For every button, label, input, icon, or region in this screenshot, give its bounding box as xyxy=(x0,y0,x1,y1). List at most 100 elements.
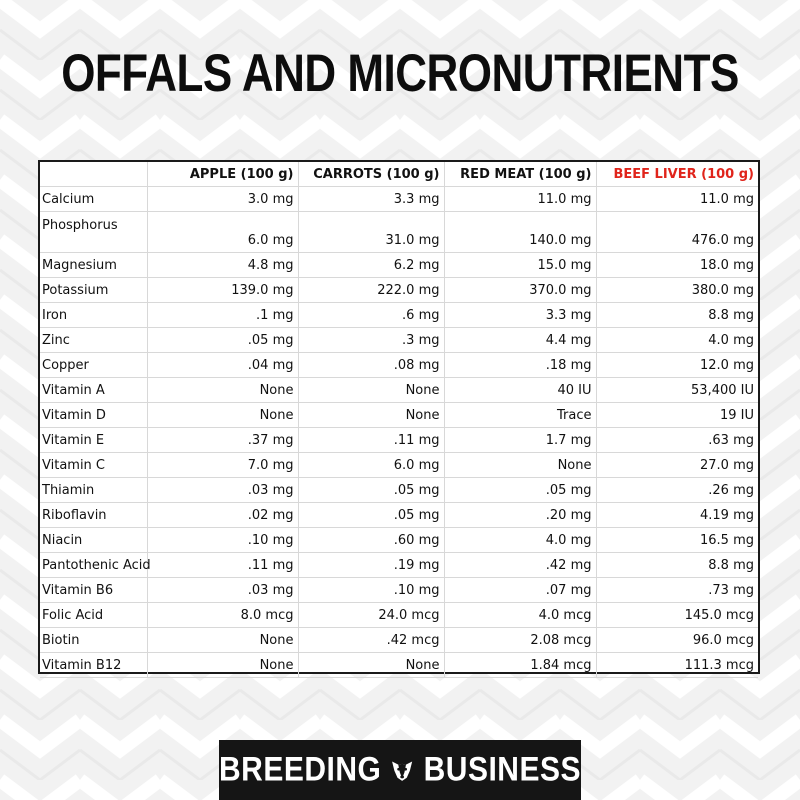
brand-logo-banner: BREEDING BUSINESS xyxy=(219,740,581,800)
nutrient-value-cell: None xyxy=(147,627,299,653)
table-row: Biotin None .42 mcg 2.08 mcg 96.0 mcg xyxy=(40,627,758,653)
nutrient-value-cell: None xyxy=(298,402,445,428)
nutrient-value-cell: 4.19 mg xyxy=(596,502,758,528)
nutrient-value-cell: 19 IU xyxy=(596,402,758,428)
table-row: Vitamin E .37 mg .11 mg 1.7 mg .63 mg xyxy=(40,427,758,453)
nutrient-value-cell: 4.0 mcg xyxy=(444,602,597,628)
nutrient-label: Potassium xyxy=(40,277,148,303)
nutrient-value-cell: .60 mg xyxy=(298,527,445,553)
nutrient-value-cell: 8.8 mg xyxy=(596,552,758,578)
nutrient-value-cell: 3.3 mg xyxy=(298,186,445,212)
nutrient-value-cell: None xyxy=(298,652,445,678)
nutrient-value-cell: .18 mg xyxy=(444,352,597,378)
nutrient-value-cell: 111.3 mcg xyxy=(596,652,758,678)
nutrient-value-cell: .37 mg xyxy=(147,427,299,453)
nutrient-value-cell: 7.0 mg xyxy=(147,452,299,478)
nutrient-value-cell: .3 mg xyxy=(298,327,445,353)
nutrient-value-cell: 3.3 mg xyxy=(444,302,597,328)
nutrient-value-cell: 380.0 mg xyxy=(596,277,758,303)
table-row: Copper .04 mg .08 mg .18 mg 12.0 mg xyxy=(40,352,758,378)
table-row: Potassium 139.0 mg 222.0 mg 370.0 mg 380.0 m… xyxy=(40,277,758,303)
nutrient-label: Iron xyxy=(40,302,148,328)
nutrient-value-cell: 15.0 mg xyxy=(444,252,597,278)
nutrient-label: Phosphorus xyxy=(40,211,148,253)
table-row: Vitamin B6.03 mg .10 mg .07 mg .73 mg xyxy=(40,577,758,603)
nutrient-value-cell: .05 mg xyxy=(298,502,445,528)
nutrient-value-cell: .19 mg xyxy=(298,552,445,578)
brand-word-breeding: BREEDING xyxy=(219,750,382,789)
nutrient-label: Vitamin A xyxy=(40,377,148,403)
header-apple: APPLE (100 g) xyxy=(147,162,299,187)
dog-head-icon xyxy=(392,761,413,781)
table-row: Vitamin C 7.0 mg 6.0 mg None 27.0 mg xyxy=(40,452,758,478)
nutrient-table: APPLE (100 g) CARROTS (100 g) RED MEAT (… xyxy=(40,162,758,678)
nutrient-value-cell: .04 mg xyxy=(147,352,299,378)
nutrient-label: Niacin xyxy=(40,527,148,553)
table-row: Riboflavin .02 mg .05 mg .20 mg 4.19 mg xyxy=(40,502,758,528)
table-row: Pantothenic Acid .11 mg .19 mg .42 mg 8.8 mg xyxy=(40,552,758,578)
nutrient-label: Vitamin B6 xyxy=(40,577,148,603)
nutrient-value-cell: 6.0 mg xyxy=(147,211,299,253)
nutrient-value-cell: 6.0 mg xyxy=(298,452,445,478)
nutrient-value-cell: 8.0 mcg xyxy=(147,602,299,628)
nutrient-value-cell: 12.0 mg xyxy=(596,352,758,378)
nutrient-value-cell: .63 mg xyxy=(596,427,758,453)
nutrient-value-cell: .20 mg xyxy=(444,502,597,528)
nutrient-value-cell: 27.0 mg xyxy=(596,452,758,478)
nutrient-value-cell: 2.08 mcg xyxy=(444,627,597,653)
nutrient-value-cell: .02 mg xyxy=(147,502,299,528)
table-row: Niacin .10 mg .60 mg 4.0 mg 16.5 mg xyxy=(40,527,758,553)
nutrient-label: Folic Acid xyxy=(40,602,148,628)
nutrient-label: Magnesium xyxy=(40,252,148,278)
nutrient-value-cell: 370.0 mg xyxy=(444,277,597,303)
header-red-meat: RED MEAT (100 g) xyxy=(444,162,597,187)
nutrient-value-cell: 18.0 mg xyxy=(596,252,758,278)
nutrient-value-cell: None xyxy=(147,402,299,428)
nutrient-value-cell: .10 mg xyxy=(298,577,445,603)
nutrient-value-cell: .11 mg xyxy=(147,552,299,578)
nutrient-value-cell: .03 mg xyxy=(147,477,299,503)
nutrient-value-cell: None xyxy=(444,452,597,478)
nutrient-value-cell: .1 mg xyxy=(147,302,299,328)
nutrient-label: Vitamin E xyxy=(40,427,148,453)
nutrient-label: Vitamin C xyxy=(40,452,148,478)
nutrient-value-cell: 1.84 mcg xyxy=(444,652,597,678)
nutrient-label: Copper xyxy=(40,352,148,378)
table-row: Zinc .05 mg .3 mg 4.4 mg 4.0 mg xyxy=(40,327,758,353)
nutrient-value-cell: 222.0 mg xyxy=(298,277,445,303)
nutrient-label: Vitamin D xyxy=(40,402,148,428)
nutrient-value-cell: Trace xyxy=(444,402,597,428)
nutrient-value-cell: 53,400 IU xyxy=(596,377,758,403)
nutrient-value-cell: 140.0 mg xyxy=(444,211,597,253)
nutrient-value-cell: 139.0 mg xyxy=(147,277,299,303)
nutrient-value-cell: 24.0 mcg xyxy=(298,602,445,628)
nutrient-value-cell: .05 mg xyxy=(298,477,445,503)
nutrient-value-cell: 4.4 mg xyxy=(444,327,597,353)
table-row: Iron .1 mg .6 mg 3.3 mg 8.8 mg xyxy=(40,302,758,328)
nutrient-value-cell: .73 mg xyxy=(596,577,758,603)
nutrient-value-cell: .42 mg xyxy=(444,552,597,578)
nutrient-value-cell: None xyxy=(147,652,299,678)
nutrient-value-cell: .6 mg xyxy=(298,302,445,328)
nutrient-value-cell: .26 mg xyxy=(596,477,758,503)
table-row: Vitamin D None None Trace 19 IU xyxy=(40,402,758,428)
table-row: Vitamin B12 None None 1.84 mcg 111.3 mcg xyxy=(40,652,758,678)
nutrient-value-cell: None xyxy=(298,377,445,403)
nutrient-value-cell: 1.7 mg xyxy=(444,427,597,453)
table-header-row: APPLE (100 g) CARROTS (100 g) RED MEAT (… xyxy=(40,162,758,187)
nutrient-label: Biotin xyxy=(40,627,148,653)
nutrient-value-cell: .07 mg xyxy=(444,577,597,603)
nutrient-label: Zinc xyxy=(40,327,148,353)
header-carrots: CARROTS (100 g) xyxy=(298,162,445,187)
table-row: Calcium 3.0 mg 3.3 mg 11.0 mg 11.0 mg xyxy=(40,186,758,212)
nutrient-value-cell: .10 mg xyxy=(147,527,299,553)
table-row: Phosphorus 6.0 mg 31.0 mg 140.0 mg 476.0 mg xyxy=(40,211,758,253)
nutrient-value-cell: .05 mg xyxy=(147,327,299,353)
nutrient-value-cell: 96.0 mcg xyxy=(596,627,758,653)
table-row: Thiamin .03 mg .05 mg .05 mg .26 mg xyxy=(40,477,758,503)
nutrient-value-cell: .05 mg xyxy=(444,477,597,503)
nutrient-table-card: APPLE (100 g) CARROTS (100 g) RED MEAT (… xyxy=(38,160,760,678)
nutrient-label: Calcium xyxy=(40,186,148,212)
nutrient-value-cell: 4.8 mg xyxy=(147,252,299,278)
table-row: Vitamin A None None 40 IU 53,400 IU xyxy=(40,377,758,403)
